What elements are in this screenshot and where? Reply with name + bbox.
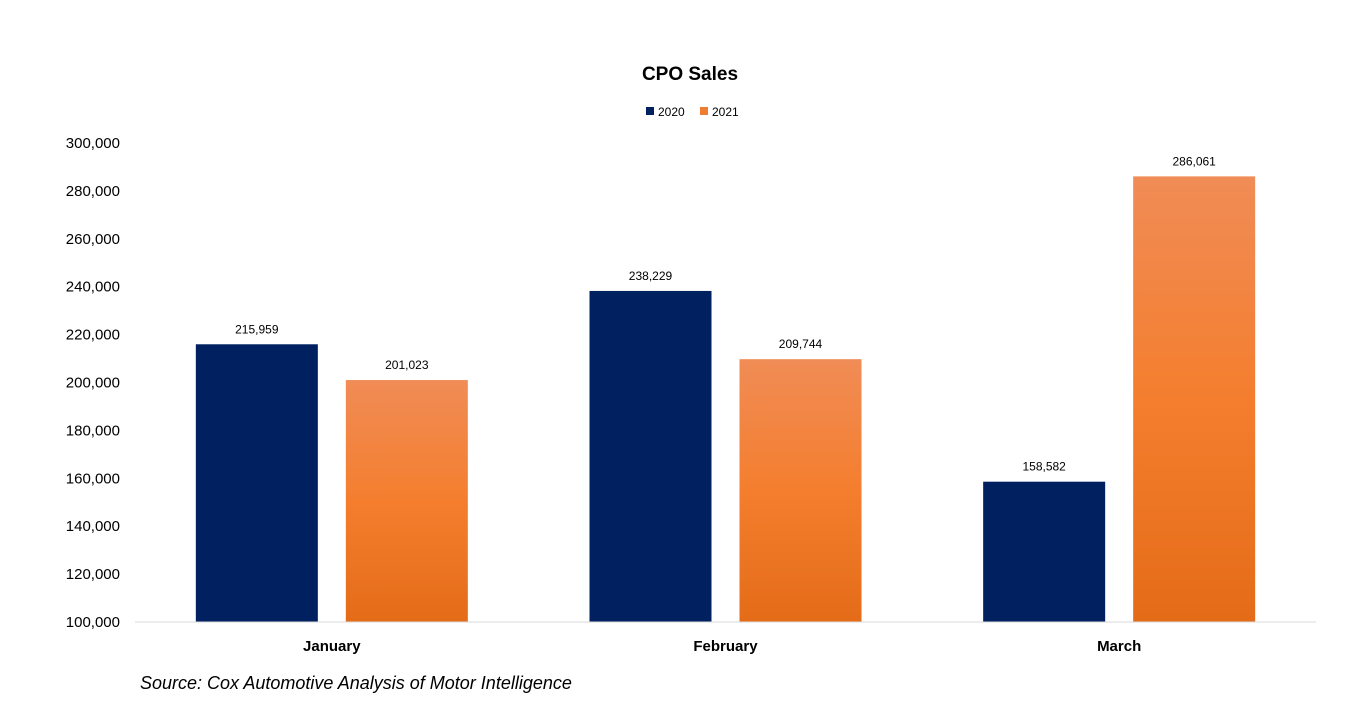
y-tick-label: 240,000 [66, 279, 120, 296]
y-tick-label: 200,000 [66, 375, 120, 392]
x-category-label: March [1097, 638, 1141, 655]
y-tick-label: 300,000 [66, 135, 120, 152]
data-label: 238,229 [629, 269, 673, 283]
data-label: 209,744 [779, 337, 823, 351]
x-category-label: January [303, 638, 361, 655]
y-tick-label: 220,000 [66, 327, 120, 344]
y-tick-label: 180,000 [66, 422, 120, 439]
x-axis: January February March [135, 621, 1316, 655]
y-axis: 100,000 120,000 140,000 160,000 180,000 200,0… [66, 135, 120, 631]
data-label: 286,061 [1172, 154, 1216, 168]
data-label: 158,582 [1022, 460, 1066, 474]
data-label: 201,023 [385, 358, 429, 372]
x-category-label: February [693, 638, 758, 655]
legend-swatch-2020 [646, 107, 654, 115]
y-tick-label: 280,000 [66, 183, 120, 200]
data-label: 215,959 [235, 322, 279, 336]
bars: 215,959 201,023 238,229 209,744 158,582 286,0… [195, 154, 1256, 622]
y-tick-label: 160,000 [66, 470, 120, 487]
y-tick-label: 120,000 [66, 566, 120, 583]
y-tick-label: 260,000 [66, 231, 120, 248]
source-note: Source: Cox Automotive Analysis of Motor… [140, 673, 572, 693]
bar-2020-january [195, 344, 318, 622]
bar-2021-march [1133, 176, 1256, 622]
bar-2020-march [983, 481, 1106, 622]
legend-label-2021: 2021 [712, 105, 739, 119]
y-tick-label: 100,000 [66, 614, 120, 631]
bar-2021-february [739, 359, 862, 622]
legend: 2020 2021 [646, 105, 739, 119]
bar-2020-february [589, 290, 712, 622]
bar-2021-january [345, 380, 468, 622]
legend-label-2020: 2020 [658, 105, 685, 119]
chart-title: CPO Sales [642, 64, 738, 85]
y-tick-label: 140,000 [66, 518, 120, 535]
legend-swatch-2021 [700, 107, 708, 115]
